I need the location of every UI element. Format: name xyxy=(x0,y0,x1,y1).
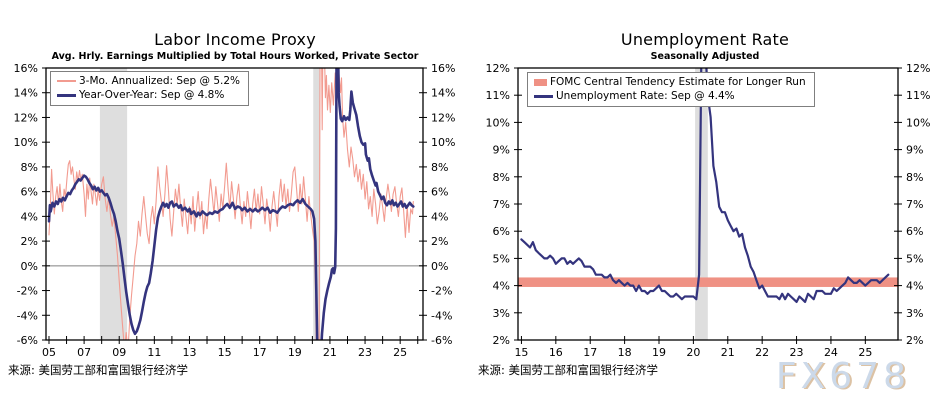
svg-text:4%: 4% xyxy=(906,280,923,293)
svg-text:4%: 4% xyxy=(431,210,448,223)
svg-text:13: 13 xyxy=(182,346,196,359)
svg-text:16%: 16% xyxy=(14,62,38,75)
fx678-watermark: FX678 xyxy=(775,356,910,397)
svg-text:0%: 0% xyxy=(431,260,448,273)
unemployment-panel: Unemployment Rate Seasonally Adjusted 15… xyxy=(470,0,940,412)
svg-text:19: 19 xyxy=(288,346,302,359)
svg-text:0%: 0% xyxy=(21,260,38,273)
svg-text:3%: 3% xyxy=(493,307,510,320)
chart-subtitle-labor-income: Avg. Hrly. Earnings Multiplied by Total … xyxy=(51,51,419,62)
svg-text:23: 23 xyxy=(790,346,804,359)
svg-text:6%: 6% xyxy=(906,225,923,238)
legend-item-fomc-band: FOMC Central Tendency Estimate for Longe… xyxy=(534,75,806,89)
legend-item-unemployment-rate: Unemployment Rate: Sep @ 4.4% xyxy=(534,89,806,103)
svg-text:15: 15 xyxy=(218,346,232,359)
svg-text:25: 25 xyxy=(858,346,872,359)
legend-label: FOMC Central Tendency Estimate for Longe… xyxy=(550,76,806,88)
legend-label: Unemployment Rate: Sep @ 4.4% xyxy=(556,90,735,102)
svg-text:9%: 9% xyxy=(493,144,510,157)
svg-text:20: 20 xyxy=(686,346,700,359)
legend-labor-income: 3-Mo. Annualized: Sep @ 5.2% Year-Over-Y… xyxy=(50,71,250,106)
svg-text:7%: 7% xyxy=(906,198,923,211)
svg-text:25: 25 xyxy=(393,346,407,359)
svg-text:10%: 10% xyxy=(906,116,930,129)
svg-text:2%: 2% xyxy=(906,334,923,347)
svg-text:6%: 6% xyxy=(493,225,510,238)
svg-text:15: 15 xyxy=(514,346,528,359)
svg-text:11%: 11% xyxy=(906,89,930,102)
svg-text:22: 22 xyxy=(755,346,769,359)
unemployment-chart: 15 16 17 18 19 20 21 22 23 24 25 2% 2% 3% 3% 4% 4% 5% 5% 6%… xyxy=(486,62,931,359)
svg-text:12%: 12% xyxy=(486,62,510,75)
svg-text:4%: 4% xyxy=(493,280,510,293)
legend-item-year-over-year: Year-Over-Year: Sep @ 4.8% xyxy=(57,88,240,102)
svg-text:19: 19 xyxy=(652,346,666,359)
svg-text:10%: 10% xyxy=(486,116,510,129)
svg-text:09: 09 xyxy=(112,346,126,359)
svg-text:14%: 14% xyxy=(14,87,38,100)
svg-text:5%: 5% xyxy=(493,252,510,265)
year-over-year-line-swatch xyxy=(57,93,76,97)
svg-text:7%: 7% xyxy=(493,198,510,211)
svg-text:6%: 6% xyxy=(21,186,38,199)
svg-text:3%: 3% xyxy=(906,307,923,320)
svg-text:8%: 8% xyxy=(493,171,510,184)
unemployment-rate-line-swatch xyxy=(534,94,553,98)
svg-text:24: 24 xyxy=(824,346,838,359)
svg-text:-4%: -4% xyxy=(431,309,452,322)
svg-text:8%: 8% xyxy=(431,161,448,174)
labor-income-panel: Labor Income Proxy Avg. Hrly. Earnings M… xyxy=(8,30,456,377)
chart-title-unemployment: Unemployment Rate xyxy=(620,30,790,49)
svg-text:-6%: -6% xyxy=(17,334,38,347)
svg-text:12%: 12% xyxy=(14,111,38,124)
svg-text:-2%: -2% xyxy=(431,285,452,298)
source-note-right: 来源: 美国劳工部和富国银行经济学 xyxy=(478,363,659,377)
legend-label: Year-Over-Year: Sep @ 4.8% xyxy=(79,89,225,101)
svg-text:17: 17 xyxy=(253,346,267,359)
labor-income-chart: 05 07 09 11 13 15 17 19 21 23 25 -6% -6% -4% -4% -2% -2%… xyxy=(14,62,456,359)
source-note-left: 来源: 美国劳工部和富国银行经济学 xyxy=(8,363,189,377)
svg-text:2%: 2% xyxy=(431,235,448,248)
svg-text:2%: 2% xyxy=(493,334,510,347)
svg-text:21: 21 xyxy=(721,346,735,359)
svg-text:4%: 4% xyxy=(21,210,38,223)
legend-item-three-month-annualized: 3-Mo. Annualized: Sep @ 5.2% xyxy=(57,74,240,88)
svg-text:21: 21 xyxy=(323,346,337,359)
svg-text:11: 11 xyxy=(147,346,161,359)
fomc-band-swatch xyxy=(534,78,547,86)
chart-subtitle-unemployment: Seasonally Adjusted xyxy=(650,51,760,62)
svg-text:12%: 12% xyxy=(906,62,930,75)
svg-text:-4%: -4% xyxy=(17,309,38,322)
svg-text:18: 18 xyxy=(618,346,632,359)
svg-text:11%: 11% xyxy=(486,89,510,102)
svg-text:14%: 14% xyxy=(431,87,455,100)
svg-text:10%: 10% xyxy=(431,136,455,149)
svg-text:6%: 6% xyxy=(431,186,448,199)
svg-text:12%: 12% xyxy=(431,111,455,124)
chart-title-labor-income: Labor Income Proxy xyxy=(154,30,316,49)
svg-text:17: 17 xyxy=(583,346,597,359)
svg-text:05: 05 xyxy=(42,346,56,359)
svg-text:2%: 2% xyxy=(21,235,38,248)
three-month-annualized-line-swatch xyxy=(57,80,76,82)
svg-text:8%: 8% xyxy=(21,161,38,174)
svg-text:-2%: -2% xyxy=(17,285,38,298)
legend-unemployment: FOMC Central Tendency Estimate for Longe… xyxy=(527,72,815,107)
svg-text:10%: 10% xyxy=(14,136,38,149)
legend-label: 3-Mo. Annualized: Sep @ 5.2% xyxy=(79,75,241,87)
svg-text:5%: 5% xyxy=(906,252,923,265)
svg-text:8%: 8% xyxy=(906,171,923,184)
svg-text:16: 16 xyxy=(549,346,563,359)
svg-text:07: 07 xyxy=(77,346,91,359)
svg-text:23: 23 xyxy=(358,346,372,359)
svg-text:9%: 9% xyxy=(906,144,923,157)
svg-text:-6%: -6% xyxy=(431,334,452,347)
svg-text:16%: 16% xyxy=(431,62,455,75)
